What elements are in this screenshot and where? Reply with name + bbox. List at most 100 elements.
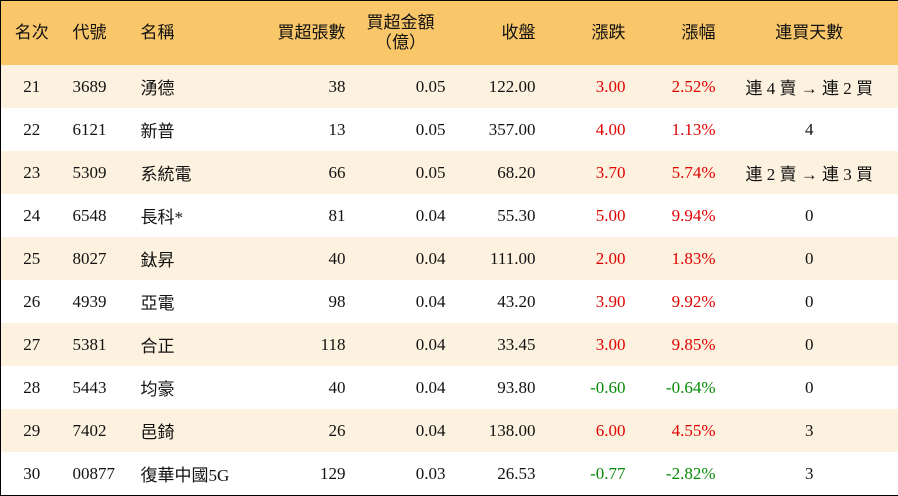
table-cell: 27 xyxy=(0,323,63,366)
table-cell: 新普 xyxy=(140,122,175,141)
table-cell: 4.55% xyxy=(630,409,721,452)
table-cell: 357.00 xyxy=(488,119,536,139)
table-cell: 鈦昇 xyxy=(130,237,251,280)
table-cell: 00877 xyxy=(72,463,116,483)
table-cell: -0.64% xyxy=(665,377,716,397)
table-cell: 9.94% xyxy=(671,205,716,225)
table-cell: 0.04 xyxy=(415,291,446,311)
table-cell: 均豪 xyxy=(140,380,175,399)
table-cell: 2.52% xyxy=(630,65,721,108)
table-cell: 98 xyxy=(328,291,346,311)
table-cell: 1.13% xyxy=(671,119,716,139)
table-cell: 3.90 xyxy=(595,291,626,311)
table-cell: 合正 xyxy=(130,323,251,366)
table-cell: 0.04 xyxy=(350,237,451,280)
table-cell: 3 xyxy=(805,463,814,483)
table-cell: 6548 xyxy=(72,205,107,225)
table-cell: 系統電 xyxy=(130,151,251,194)
table-cell: 38 xyxy=(250,65,351,108)
table-cell: 3689 xyxy=(62,65,131,108)
table-cell: 55.30 xyxy=(497,205,536,225)
table-cell: 8027 xyxy=(62,237,131,280)
table-cell: 22 xyxy=(23,119,41,139)
table-row: 28 5443 均豪 40 0.04 93.80 -0.60 -0.64% 0 xyxy=(1,366,898,409)
table-cell: 118 xyxy=(250,323,351,366)
table-cell: 23 xyxy=(0,151,63,194)
table-cell: 33.45 xyxy=(450,323,541,366)
table-cell: 93.80 xyxy=(497,377,536,397)
table-cell: 66 xyxy=(250,151,351,194)
table-cell: 111.00 xyxy=(450,237,541,280)
table-cell: 7402 xyxy=(62,409,131,452)
column-header: 漲幅 xyxy=(630,0,721,65)
table-cell: 0 xyxy=(805,205,814,225)
table-cell: 4 xyxy=(805,119,814,139)
table-cell: 81 xyxy=(328,205,346,225)
table-cell: 2.00 xyxy=(540,237,631,280)
table-cell: 28 xyxy=(23,377,41,397)
table-cell: 1.83% xyxy=(630,237,721,280)
table-cell: 9.85% xyxy=(630,323,721,366)
table-row: 26 4939 亞電 98 0.04 43.20 3.90 9.92% 0 xyxy=(1,280,898,323)
table-cell: 29 xyxy=(0,409,63,452)
table-cell: 40 xyxy=(328,377,346,397)
table-cell: 0.05 xyxy=(350,151,451,194)
table-cell: 0.04 xyxy=(415,205,446,225)
table-cell: 21 xyxy=(0,65,63,108)
column-header: 代號 xyxy=(62,0,131,65)
table-cell: 26 xyxy=(250,409,351,452)
table-cell: 連 2 賣 → 連 3 買 xyxy=(720,151,898,194)
table-row: 27 5381 合正 118 0.04 33.45 3.00 9.85% 0 xyxy=(0,323,898,366)
table-cell: -0.77 xyxy=(590,463,626,483)
table-cell: 0.05 xyxy=(350,65,451,108)
table-cell: 9.92% xyxy=(671,291,716,311)
table-cell: 0 xyxy=(805,291,814,311)
column-header: 漲跌 xyxy=(540,0,631,65)
table-cell: 0 xyxy=(720,237,898,280)
table-cell: 4.00 xyxy=(595,119,626,139)
table-cell: 26.53 xyxy=(497,463,536,483)
table-cell: 復華中國5G xyxy=(140,466,230,485)
table-cell: 129 xyxy=(320,463,346,483)
table-row: 21 3689 湧德 38 0.05 122.00 3.00 2.52% 連 4 賣 → 連 2… xyxy=(0,65,898,108)
table-cell: 亞電 xyxy=(140,294,175,313)
table-cell: 138.00 xyxy=(450,409,541,452)
table-cell: 0.04 xyxy=(350,323,451,366)
table-row: 23 5309 系統電 66 0.05 68.20 3.70 5.74% 連 2 賣 → 連 3… xyxy=(0,151,898,194)
table-cell: 長科* xyxy=(140,208,184,227)
table-cell: 5.00 xyxy=(595,205,626,225)
table-row: 30 00877 復華中國5G 129 0.03 26.53 -0.77 -2.82% 3 xyxy=(1,452,898,496)
table-cell: 24 xyxy=(23,205,41,225)
table-body: 21 3689 湧德 38 0.05 122.00 3.00 2.52% 連 4 賣 → 連 2… xyxy=(0,65,898,496)
table-cell: 26 xyxy=(23,291,41,311)
table-cell: 0.05 xyxy=(415,119,446,139)
table-cell: 連 4 賣 → 連 2 買 xyxy=(720,65,898,108)
table-cell: 5381 xyxy=(62,323,131,366)
table-cell: 0.03 xyxy=(415,463,446,483)
table-cell: 43.20 xyxy=(497,291,536,311)
table-row: 24 6548 長科* 81 0.04 55.30 5.00 9.94% 0 xyxy=(1,194,898,237)
table-cell: 0 xyxy=(805,377,814,397)
table-cell: 邑錡 xyxy=(130,409,251,452)
table-cell: 13 xyxy=(328,119,346,139)
table-cell: 6.00 xyxy=(540,409,631,452)
column-header: 買超張數 xyxy=(250,0,351,65)
column-header: 連買天數 xyxy=(720,0,898,65)
table-cell: 68.20 xyxy=(450,151,541,194)
table-cell: 6121 xyxy=(72,119,107,139)
table-cell: 122.00 xyxy=(450,65,541,108)
table-row: 25 8027 鈦昇 40 0.04 111.00 2.00 1.83% 0 xyxy=(0,237,898,280)
table-cell: -2.82% xyxy=(665,463,716,483)
table-cell: 5443 xyxy=(72,377,107,397)
table-cell: 3 xyxy=(720,409,898,452)
column-header: 名次 xyxy=(0,0,63,65)
table-cell: 40 xyxy=(250,237,351,280)
table-row: 22 6121 新普 13 0.05 357.00 4.00 1.13% 4 xyxy=(1,108,898,151)
table-cell: 0.04 xyxy=(350,409,451,452)
table-cell: 3.00 xyxy=(540,65,631,108)
table-cell: 4939 xyxy=(72,291,107,311)
table-cell: 3.00 xyxy=(540,323,631,366)
table-cell: 5.74% xyxy=(630,151,721,194)
column-header: 名稱 xyxy=(130,0,251,65)
